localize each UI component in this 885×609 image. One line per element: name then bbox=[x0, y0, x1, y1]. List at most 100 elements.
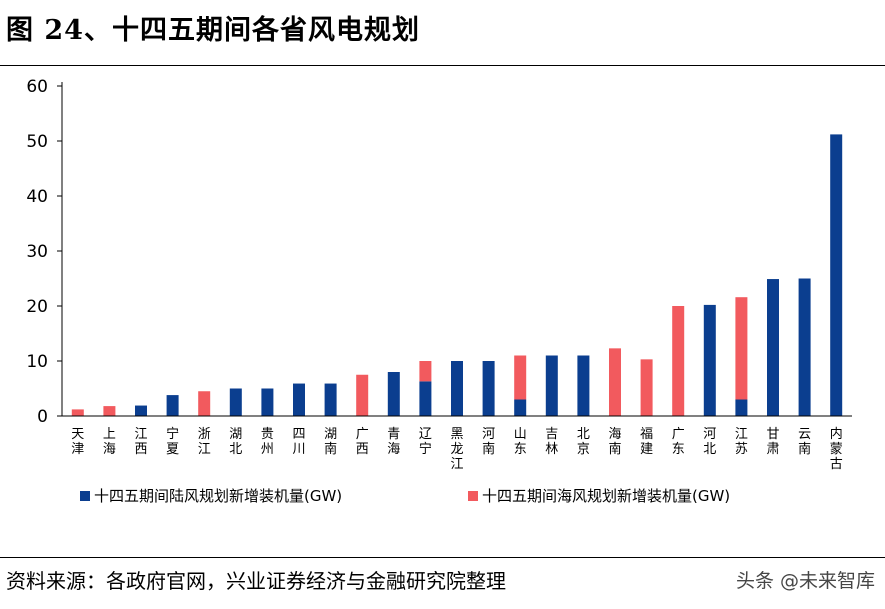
x-tick-label-char: 西 bbox=[134, 442, 147, 457]
onshore-bar bbox=[767, 279, 779, 416]
y-axis: 0 10 20 30 40 50 60 bbox=[26, 77, 63, 427]
x-tick-label-char: 川 bbox=[292, 442, 305, 457]
x-tick-label: 青 bbox=[387, 427, 400, 442]
x-tick-label: 浙 bbox=[198, 427, 211, 442]
offshore-bar bbox=[514, 355, 527, 400]
x-tick-label-char: 宁 bbox=[419, 441, 432, 457]
x-tick-label: 云 bbox=[798, 427, 811, 442]
onshore-bar bbox=[451, 361, 463, 416]
legend: 十四五期间陆风规划新增装机量(GW) 十四五期间海风规划新增装机量(GW) bbox=[80, 487, 730, 505]
onshore-bar bbox=[482, 361, 495, 416]
x-tick-label-char: 南 bbox=[324, 441, 337, 457]
x-tick-label: 广 bbox=[672, 427, 685, 442]
onshore-bar bbox=[324, 383, 337, 416]
onshore-bar bbox=[261, 388, 274, 416]
x-tick-label: 江 bbox=[735, 427, 748, 442]
x-tick-label: 四 bbox=[292, 427, 305, 442]
onshore-bar bbox=[229, 388, 242, 416]
x-tick-label: 海 bbox=[608, 427, 621, 442]
x-tick-label-char: 苏 bbox=[735, 441, 748, 457]
offshore-bar bbox=[640, 359, 653, 416]
onshore-bar bbox=[703, 304, 716, 416]
source-note: 资料来源：各政府官网，兴业证券经济与金融研究院整理 bbox=[6, 569, 506, 593]
offshore-bar bbox=[71, 409, 84, 416]
x-tick-label-char: 古 bbox=[830, 457, 843, 472]
onshore-bar bbox=[798, 278, 811, 416]
offshore-bar bbox=[419, 361, 432, 382]
x-tick-label-char: 京 bbox=[577, 442, 590, 457]
onshore-bar bbox=[166, 395, 179, 416]
x-tick-label: 天 bbox=[71, 427, 84, 442]
x-tick-label: 河 bbox=[482, 427, 495, 442]
onshore-bar bbox=[419, 381, 432, 416]
x-tick-label-char: 南 bbox=[608, 441, 621, 457]
figure-title: 图 24、十四五期间各省风电规划 bbox=[6, 15, 420, 46]
x-tick-label: 辽 bbox=[419, 427, 432, 442]
x-tick-label-char: 建 bbox=[640, 442, 653, 457]
legend-swatch-onshore bbox=[80, 491, 90, 501]
onshore-bar bbox=[545, 355, 558, 416]
x-axis: 天津上海江西宁夏浙江湖北贵州四川湖南广西青海辽宁黑龙江河南山东吉林北京海南福建广… bbox=[62, 415, 852, 472]
x-tick-label-char: 南 bbox=[798, 441, 811, 457]
x-tick-label-char: 津 bbox=[71, 442, 84, 457]
x-tick-label-char: 江 bbox=[198, 442, 211, 457]
onshore-bar bbox=[135, 405, 147, 416]
x-tick-label-char: 北 bbox=[229, 442, 242, 457]
x-tick-label: 广 bbox=[356, 427, 369, 442]
x-tick-label: 黑 bbox=[450, 427, 463, 442]
x-tick-label-char: 北 bbox=[703, 442, 716, 457]
offshore-bar bbox=[672, 306, 685, 416]
x-tick-label-char: 肃 bbox=[766, 442, 779, 457]
x-tick-label: 上 bbox=[103, 427, 116, 442]
y-tick-label: 40 bbox=[26, 187, 48, 207]
x-tick-label: 内 bbox=[830, 426, 843, 442]
x-tick-label: 山 bbox=[514, 427, 527, 442]
x-tick-label: 河 bbox=[703, 427, 716, 442]
x-tick-label-char: 东 bbox=[514, 442, 527, 457]
x-tick-label: 湖 bbox=[229, 427, 242, 442]
x-tick-label-char: 东 bbox=[672, 442, 685, 457]
x-tick-label: 宁 bbox=[166, 426, 179, 442]
offshore-bar bbox=[609, 348, 621, 416]
x-tick-label-char: 林 bbox=[545, 442, 558, 457]
legend-label-onshore: 十四五期间陆风规划新增装机量(GW) bbox=[94, 487, 342, 505]
x-tick-label-char: 州 bbox=[261, 442, 274, 457]
x-tick-label-char: 夏 bbox=[166, 442, 179, 457]
onshore-bar bbox=[577, 355, 590, 416]
title-divider bbox=[0, 65, 885, 66]
onshore-bar bbox=[735, 399, 748, 416]
x-tick-label-char: 西 bbox=[356, 442, 369, 457]
x-tick-label: 湖 bbox=[324, 427, 337, 442]
onshore-bar bbox=[514, 399, 527, 416]
y-tick-label: 0 bbox=[37, 407, 48, 427]
x-tick-label: 甘 bbox=[766, 427, 779, 442]
x-tick-label-char: 南 bbox=[482, 441, 495, 457]
onshore-bar bbox=[387, 372, 400, 416]
y-tick-label: 10 bbox=[26, 352, 48, 372]
y-tick-label: 20 bbox=[26, 297, 48, 317]
offshore-bar bbox=[198, 391, 211, 416]
y-tick-label: 30 bbox=[26, 242, 48, 262]
x-tick-label: 福 bbox=[640, 427, 653, 442]
legend-label-offshore: 十四五期间海风规划新增装机量(GW) bbox=[482, 487, 730, 505]
x-tick-label: 贵 bbox=[261, 427, 274, 442]
x-tick-label-char: 蒙 bbox=[830, 442, 843, 457]
legend-swatch-offshore bbox=[468, 491, 478, 501]
bars bbox=[71, 134, 843, 416]
watermark: 头条 @未来智库 bbox=[735, 570, 875, 592]
x-tick-label: 吉 bbox=[545, 427, 558, 442]
offshore-bar bbox=[735, 297, 748, 400]
offshore-bar bbox=[356, 374, 369, 416]
onshore-bar bbox=[830, 134, 843, 416]
offshore-bar bbox=[103, 406, 116, 416]
x-tick-label-char: 江 bbox=[450, 457, 463, 472]
y-tick-label: 60 bbox=[26, 77, 48, 97]
y-tick-label: 50 bbox=[26, 132, 48, 152]
onshore-bar bbox=[293, 383, 305, 416]
x-tick-label-char: 海 bbox=[103, 442, 116, 457]
source-divider bbox=[0, 557, 885, 558]
x-tick-label-char: 海 bbox=[387, 442, 400, 457]
x-tick-label: 北 bbox=[577, 427, 590, 442]
x-tick-label-char: 龙 bbox=[450, 442, 463, 457]
